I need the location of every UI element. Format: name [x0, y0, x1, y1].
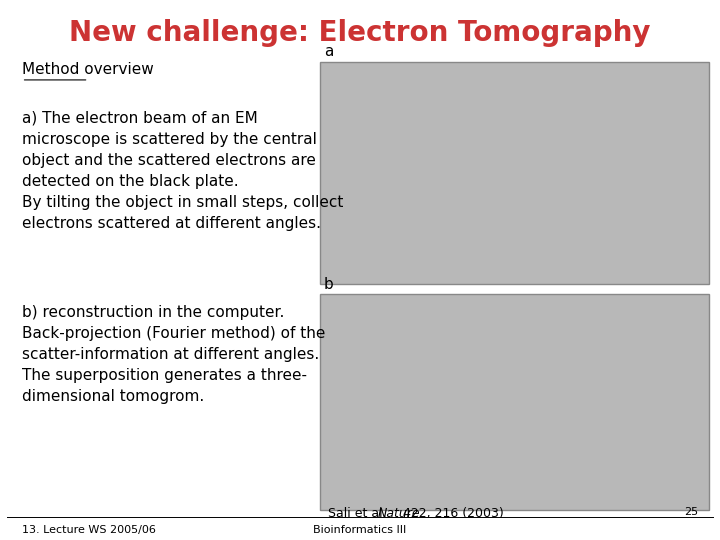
Text: New challenge: Electron Tomography: New challenge: Electron Tomography	[69, 19, 651, 47]
Text: Bioinformatics III: Bioinformatics III	[313, 525, 407, 535]
Text: b) reconstruction in the computer.
Back-projection (Fourier method) of the
scatt: b) reconstruction in the computer. Back-…	[22, 305, 325, 404]
Text: Sali et al.: Sali et al.	[328, 507, 390, 519]
Text: b: b	[324, 276, 334, 292]
Text: 422, 216 (2003): 422, 216 (2003)	[399, 507, 504, 519]
Text: 25: 25	[684, 507, 698, 517]
Bar	[320, 62, 709, 284]
Text: Nature: Nature	[378, 507, 420, 519]
Text: a) The electron beam of an EM
microscope is scattered by the central
object and : a) The electron beam of an EM microscope…	[22, 111, 343, 231]
Bar	[320, 294, 709, 510]
Text: a: a	[324, 44, 333, 59]
Text: Method overview: Method overview	[22, 62, 153, 77]
Text: 13. Lecture WS 2005/06: 13. Lecture WS 2005/06	[22, 525, 156, 535]
